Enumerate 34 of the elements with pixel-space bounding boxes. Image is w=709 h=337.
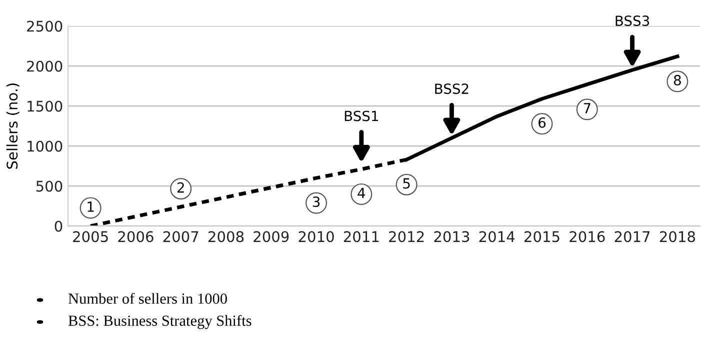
annotation: 2 [177,182,184,193]
x-tick-label: 2016 [570,231,605,242]
text: Number of sellers in 1000 [68,292,227,304]
annotation: BSS3 [616,16,650,26]
x-tick-label: 2017 [614,231,650,242]
x-tick-label: 2011 [344,231,379,242]
annotation: 1 [88,202,94,212]
annotation: 8 [674,74,681,86]
x-tick-label: 2018 [660,231,695,242]
y-tick-label: 0 [54,220,62,232]
x-tick-label: 2013 [434,231,470,242]
annotation: BSS1 [344,110,378,122]
x-tick-label: 2014 [479,231,515,242]
y-axis-title: Sellers (no.) [6,84,20,169]
y-tick-label: 2000 [27,60,62,72]
y-tick-label: 2500 [27,20,62,32]
x-tick-label: 2015 [524,231,560,242]
annotation: 3 [312,196,320,208]
annotation: 7 [584,103,590,114]
x-tick-label: 2009 [254,231,289,242]
x-tick-label: 2008 [208,231,244,242]
annotation: 5 [403,178,410,189]
text: BSS: Business Strategy Shifts [68,314,252,330]
x-tick-label: 2006 [118,231,154,242]
x-tick-label: 2010 [298,231,334,242]
annotation: 4 [358,188,366,198]
annotation: BSS2 [435,84,468,94]
y-tick-label: 500 [36,180,62,192]
y-tick-label: 1000 [28,140,62,152]
x-tick-label: 2005 [73,231,108,242]
annotation: 6 [538,117,546,128]
x-tick-label: 2012 [389,231,424,242]
x-tick-label: 2007 [163,231,198,242]
y-tick-label: 1500 [28,100,62,112]
